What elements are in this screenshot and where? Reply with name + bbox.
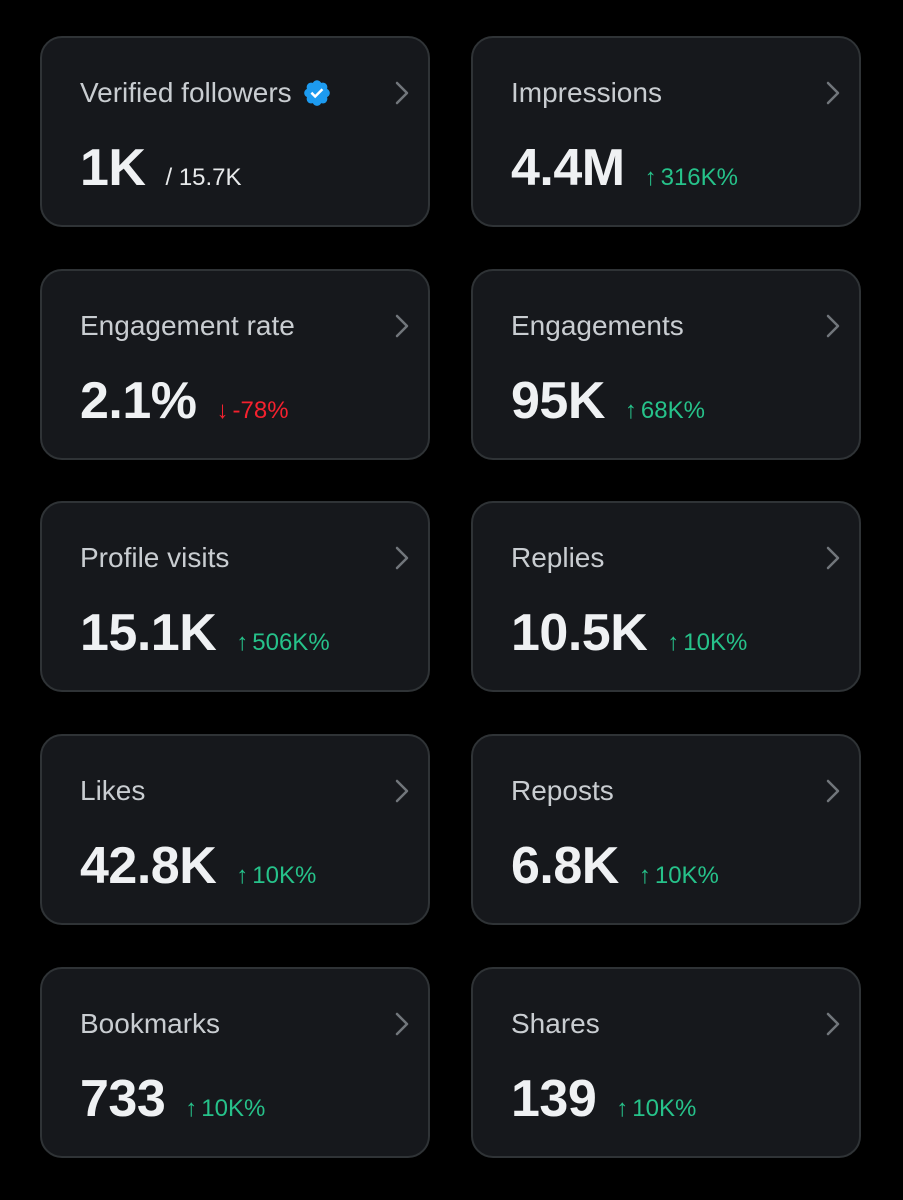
metric-card-shares[interactable]: Shares 139 ↑ 10K% — [471, 967, 861, 1158]
card-change: ↑ 10K% — [236, 862, 316, 890]
card-title: Verified followers — [80, 76, 332, 110]
card-change-value: 506K% — [252, 629, 330, 656]
card-value: 733 — [80, 1070, 166, 1128]
card-title-label: Reposts — [511, 775, 614, 806]
arrow-up-icon: ↑ — [644, 164, 657, 191]
card-value: 2.1% — [80, 372, 197, 430]
card-change-value: 316K% — [660, 164, 738, 191]
card-title-label: Bookmarks — [80, 1008, 221, 1039]
arrow-up-icon: ↑ — [236, 629, 249, 656]
card-title: Reposts — [511, 774, 614, 808]
card-value-row: 95K ↑ 68K% — [511, 371, 705, 431]
verified-badge-icon — [303, 80, 330, 106]
chevron-right-icon — [826, 1012, 840, 1036]
card-change-value: 10K% — [654, 862, 719, 889]
card-title: Replies — [511, 541, 604, 575]
card-value: 10.5K — [511, 604, 648, 662]
card-change: ↑ 68K% — [625, 397, 705, 425]
metric-card-engagements[interactable]: Engagements 95K ↑ 68K% — [471, 269, 861, 460]
card-value-row: 1K / 15.7K — [80, 138, 242, 198]
card-title: Engagements — [511, 309, 684, 343]
card-change: ↓ -78% — [217, 397, 289, 425]
metric-card-likes[interactable]: Likes 42.8K ↑ 10K% — [40, 734, 430, 925]
card-change-value: 68K% — [640, 397, 705, 424]
metric-card-verified-followers[interactable]: Verified followers 1K / 15.7K — [40, 36, 430, 227]
card-change: ↑ 506K% — [236, 629, 329, 657]
chevron-right-icon — [395, 1012, 409, 1036]
card-change: ↑ 316K% — [645, 164, 738, 192]
arrow-up-icon: ↑ — [624, 397, 637, 424]
card-change: ↑ 10K% — [667, 629, 747, 657]
chevron-right-icon — [826, 314, 840, 338]
arrow-up-icon: ↑ — [638, 862, 651, 889]
card-title-label: Engagement rate — [80, 310, 295, 341]
card-change-value: 10K% — [632, 1095, 697, 1122]
metric-card-bookmarks[interactable]: Bookmarks 733 ↑ 10K% — [40, 967, 430, 1158]
card-change: ↑ 10K% — [616, 1095, 696, 1123]
card-title-label: Replies — [511, 542, 605, 573]
chevron-right-icon — [395, 81, 409, 105]
card-change-value: 10K% — [683, 629, 748, 656]
card-title: Profile visits — [80, 541, 229, 575]
card-title-label: Shares — [511, 1008, 600, 1039]
card-value-row: 42.8K ↑ 10K% — [80, 836, 316, 896]
card-title: Bookmarks — [80, 1007, 220, 1041]
card-title-label: Impressions — [511, 77, 662, 108]
arrow-up-icon: ↑ — [667, 629, 680, 656]
chevron-right-icon — [826, 779, 840, 803]
card-value-row: 733 ↑ 10K% — [80, 1069, 265, 1129]
chevron-right-icon — [395, 314, 409, 338]
card-value: 95K — [511, 372, 605, 430]
card-title: Shares — [511, 1007, 600, 1041]
card-title: Impressions — [511, 76, 662, 110]
arrow-up-icon: ↑ — [185, 1095, 198, 1122]
card-value: 1K — [80, 139, 146, 197]
card-total: / 15.7K — [165, 164, 242, 191]
chevron-right-icon — [395, 779, 409, 803]
metric-card-engagement-rate[interactable]: Engagement rate 2.1% ↓ -78% — [40, 269, 430, 460]
card-title: Likes — [80, 774, 145, 808]
card-title-label: Verified followers — [80, 77, 292, 108]
card-value-row: 6.8K ↑ 10K% — [511, 836, 719, 896]
card-title-label: Engagements — [511, 310, 684, 341]
arrow-down-icon: ↓ — [216, 397, 229, 424]
card-change-value: 10K% — [252, 862, 317, 889]
metric-card-reposts[interactable]: Reposts 6.8K ↑ 10K% — [471, 734, 861, 925]
card-change: ↑ 10K% — [639, 862, 719, 890]
card-value-row: 10.5K ↑ 10K% — [511, 603, 747, 663]
card-change-value: 10K% — [201, 1095, 266, 1122]
arrow-up-icon: ↑ — [616, 1095, 629, 1122]
chevron-right-icon — [826, 546, 840, 570]
chevron-right-icon — [826, 81, 840, 105]
card-value: 6.8K — [511, 837, 619, 895]
metric-card-profile-visits[interactable]: Profile visits 15.1K ↑ 506K% — [40, 501, 430, 692]
card-value-row: 4.4M ↑ 316K% — [511, 138, 738, 198]
card-value-row: 139 ↑ 10K% — [511, 1069, 696, 1129]
card-title: Engagement rate — [80, 309, 295, 343]
chevron-right-icon — [395, 546, 409, 570]
metric-card-impressions[interactable]: Impressions 4.4M ↑ 316K% — [471, 36, 861, 227]
card-value-row: 15.1K ↑ 506K% — [80, 603, 330, 663]
card-title-label: Profile visits — [80, 542, 230, 573]
card-change-value: -78% — [232, 397, 289, 424]
card-value: 42.8K — [80, 837, 217, 895]
arrow-up-icon: ↑ — [236, 862, 249, 889]
card-value: 4.4M — [511, 139, 625, 197]
card-value-row: 2.1% ↓ -78% — [80, 371, 289, 431]
card-value: 15.1K — [80, 604, 217, 662]
card-title-label: Likes — [80, 775, 146, 806]
metric-card-replies[interactable]: Replies 10.5K ↑ 10K% — [471, 501, 861, 692]
card-value: 139 — [511, 1070, 597, 1128]
card-change: ↑ 10K% — [185, 1095, 265, 1123]
